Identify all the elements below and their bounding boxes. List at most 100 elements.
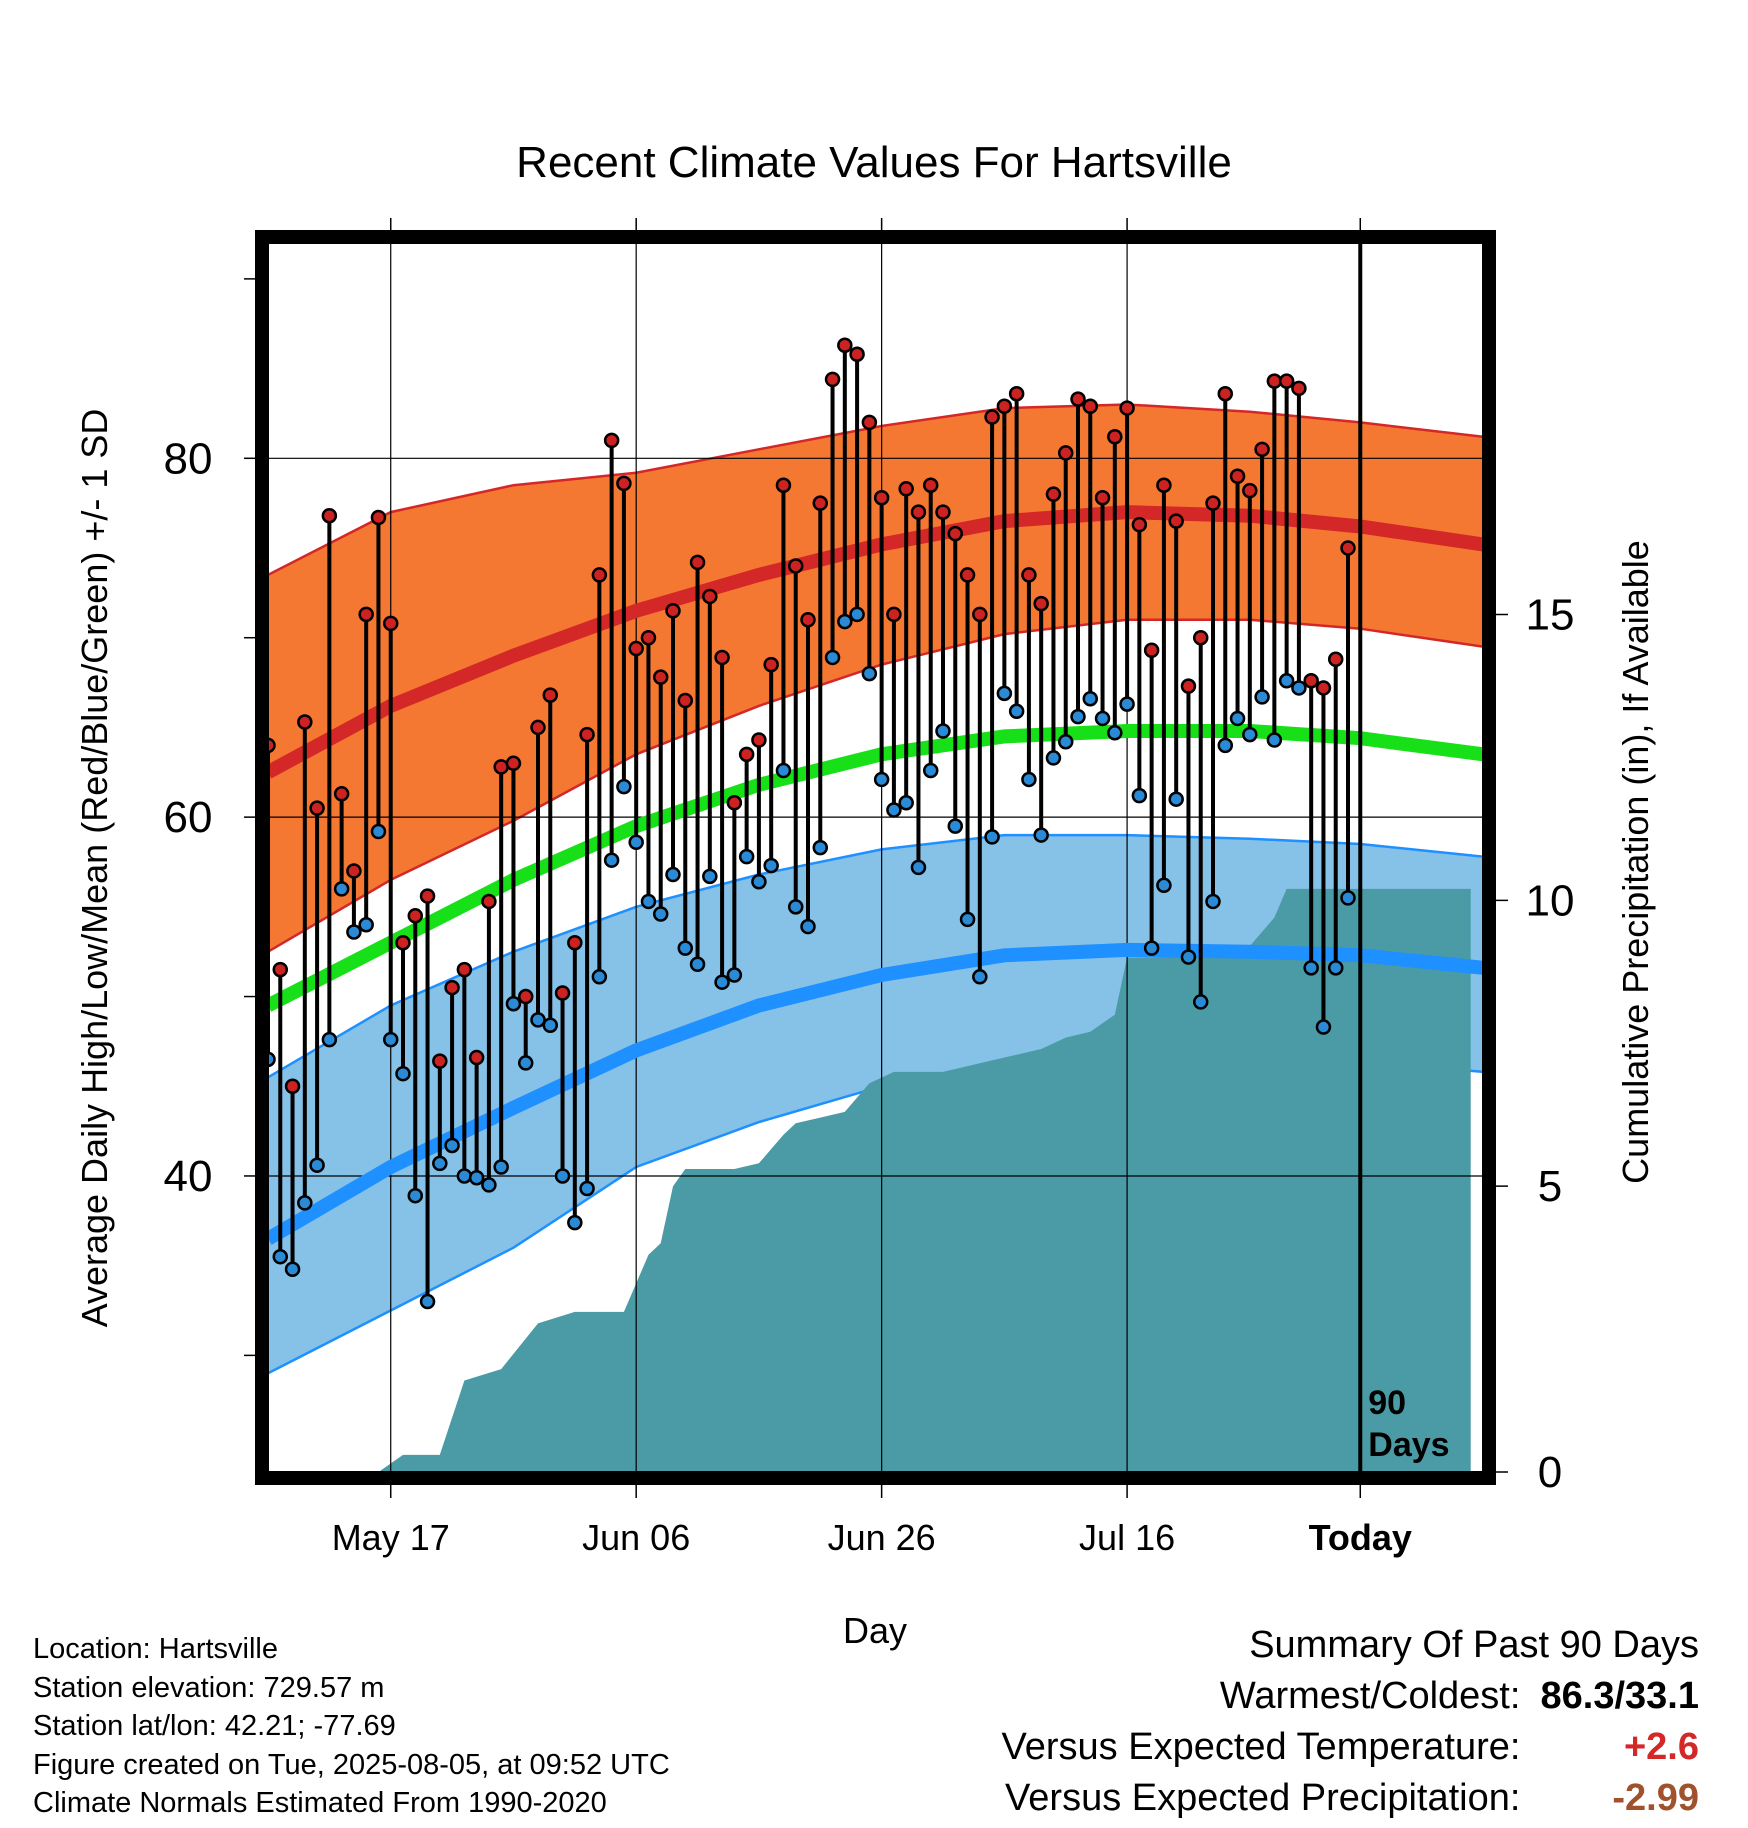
daily-low-point	[1156, 877, 1172, 894]
daily-high-point	[382, 615, 399, 632]
daily-low-point	[1229, 710, 1246, 727]
daily-low-point	[456, 1168, 473, 1184]
daily-low-point	[972, 969, 988, 985]
daily-low-point	[1303, 960, 1319, 976]
daily-low-point	[1119, 696, 1135, 712]
daily-high-point	[346, 863, 362, 879]
summary-label: Warmest/Coldest:	[1219, 1675, 1521, 1717]
daily-low-point	[1143, 940, 1160, 956]
daily-high-point	[444, 979, 460, 996]
summary-value: 86.3/33.1	[1540, 1675, 1699, 1717]
daily-high-point	[1107, 429, 1123, 445]
daily-high-point	[1242, 482, 1258, 499]
daily-high-point	[1045, 486, 1062, 502]
daily-low-point	[1033, 827, 1049, 843]
y-tick-label-precip: 5	[1538, 1162, 1562, 1211]
daily-high-point	[824, 371, 841, 388]
daily-low-point	[333, 881, 350, 897]
daily-low-point	[1168, 791, 1184, 807]
daily-high-point	[702, 588, 718, 605]
daily-high-point	[517, 988, 534, 1005]
daily-low-point	[849, 606, 865, 623]
daily-low-point	[751, 873, 767, 890]
daily-low-point	[959, 911, 976, 928]
daily-high-point	[726, 795, 743, 811]
chart-title: Recent Climate Values For Hartsville	[516, 138, 1232, 187]
daily-high-point	[1082, 398, 1099, 415]
daily-low-point	[468, 1170, 485, 1186]
station-metadata: Location: Hartsville Station elevation: …	[33, 1630, 670, 1823]
daily-low-point	[800, 918, 816, 935]
summary-heading: Summary Of Past 90 Days	[1249, 1624, 1699, 1666]
meta-elevation: Station elevation: 729.57 m	[33, 1671, 385, 1704]
daily-low-point	[272, 1248, 289, 1265]
daily-high-point	[652, 669, 669, 685]
daily-low-point	[554, 1168, 571, 1184]
daily-low-point	[1070, 708, 1086, 725]
daily-low-point	[493, 1159, 509, 1175]
daily-low-point	[898, 795, 914, 811]
daily-high-point	[1156, 477, 1172, 493]
daily-low-point	[1205, 893, 1221, 910]
daily-high-point	[505, 755, 522, 772]
daily-high-point	[1033, 595, 1049, 612]
daily-low-point	[763, 857, 779, 874]
daily-high-point	[1254, 441, 1270, 458]
daily-low-point	[1082, 690, 1099, 707]
y-tick-label-temp: 60	[164, 793, 213, 842]
daily-low-point	[1242, 726, 1258, 743]
today-window-label: Days	[1368, 1426, 1449, 1464]
daily-high-point	[1192, 629, 1209, 646]
daily-high-point	[1340, 540, 1356, 556]
daily-low-point	[628, 834, 644, 850]
daily-low-point	[542, 1017, 559, 1034]
daily-high-point	[763, 656, 779, 673]
y-tick-label-precip: 15	[1526, 591, 1575, 640]
daily-high-point	[407, 908, 424, 924]
daily-low-point	[1094, 710, 1111, 727]
daily-high-point	[456, 961, 473, 978]
daily-low-point	[1291, 680, 1307, 696]
daily-low-point	[1131, 787, 1148, 804]
daily-low-point	[824, 649, 841, 666]
daily-high-point	[640, 629, 657, 646]
x-tick-label: May 17	[332, 1517, 450, 1558]
daily-low-point	[702, 868, 718, 885]
daily-high-point	[1229, 468, 1246, 484]
daily-low-point	[591, 969, 608, 985]
daily-high-point	[530, 719, 546, 736]
precipitation-area	[268, 888, 1471, 1472]
daily-high-point	[616, 475, 632, 492]
daily-high-point	[689, 554, 706, 571]
y-tick-label-precip: 10	[1526, 876, 1575, 925]
daily-low-point	[886, 802, 902, 818]
daily-high-point	[1168, 513, 1184, 529]
summary-label: Versus Expected Temperature:	[1001, 1726, 1521, 1768]
daily-high-point	[812, 495, 829, 511]
daily-high-point	[1315, 680, 1332, 696]
daily-low-point	[922, 762, 939, 779]
daily-high-point	[787, 558, 804, 574]
meta-latlon: Station lat/lon: 42.21; -77.69	[33, 1710, 396, 1742]
daily-low-point	[309, 1157, 325, 1173]
daily-high-point	[861, 414, 878, 431]
plot-area	[268, 243, 1483, 1472]
daily-low-point	[567, 1214, 583, 1231]
x-tick-label: Jun 26	[828, 1517, 936, 1558]
daily-high-point	[1291, 380, 1307, 397]
daily-high-point	[432, 1053, 448, 1069]
daily-low-point	[652, 906, 669, 922]
y-axis-label-precipitation: Cumulative Precipitation (in), If Availa…	[1615, 540, 1656, 1184]
daily-high-point	[493, 759, 509, 775]
daily-high-point	[751, 732, 767, 748]
x-axis-label: Day	[842, 1610, 908, 1651]
daily-high-point	[947, 525, 964, 542]
daily-low-point	[395, 1065, 411, 1082]
daily-low-point	[1327, 960, 1344, 976]
daily-high-point	[800, 612, 816, 628]
x-tick-label: Today	[1309, 1517, 1412, 1558]
daily-low-point	[1278, 673, 1295, 689]
daily-low-point	[935, 723, 951, 739]
daily-high-point	[395, 934, 411, 951]
daily-low-point	[910, 859, 927, 876]
